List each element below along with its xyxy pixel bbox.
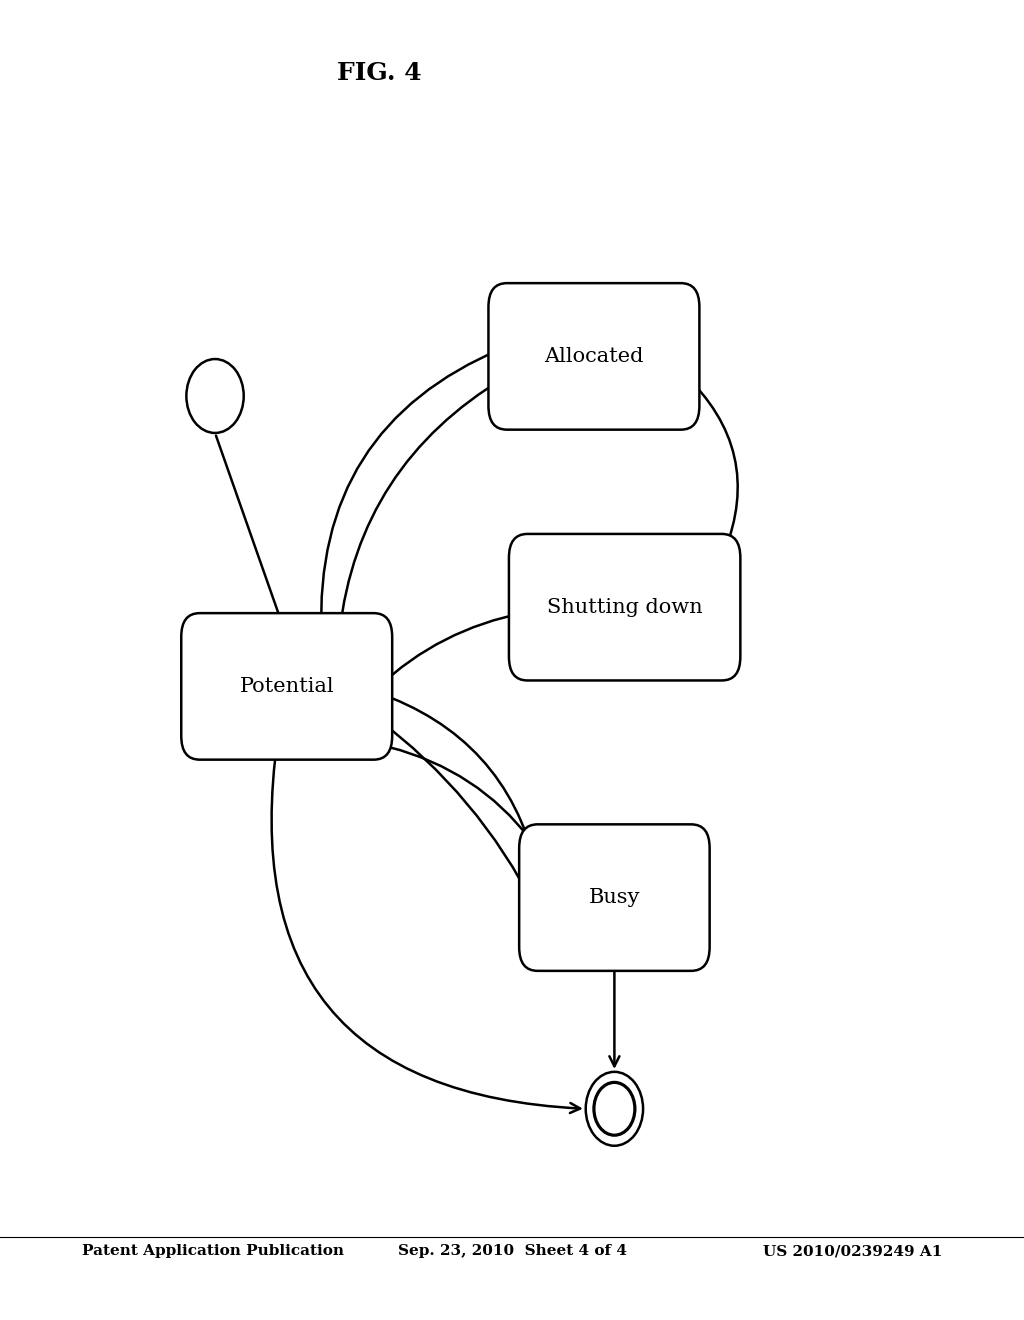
Text: Allocated: Allocated (544, 347, 644, 366)
Text: Potential: Potential (240, 677, 334, 696)
Text: Sep. 23, 2010  Sheet 4 of 4: Sep. 23, 2010 Sheet 4 of 4 (397, 1245, 627, 1258)
FancyBboxPatch shape (519, 824, 710, 972)
Circle shape (586, 1072, 643, 1146)
Circle shape (594, 1082, 635, 1135)
Text: Shutting down: Shutting down (547, 598, 702, 616)
FancyBboxPatch shape (181, 612, 392, 759)
FancyBboxPatch shape (488, 284, 699, 430)
Text: US 2010/0239249 A1: US 2010/0239249 A1 (763, 1245, 942, 1258)
Text: Patent Application Publication: Patent Application Publication (82, 1245, 344, 1258)
FancyBboxPatch shape (509, 535, 740, 681)
Text: Busy: Busy (589, 888, 640, 907)
Circle shape (186, 359, 244, 433)
Text: FIG. 4: FIG. 4 (337, 61, 421, 84)
